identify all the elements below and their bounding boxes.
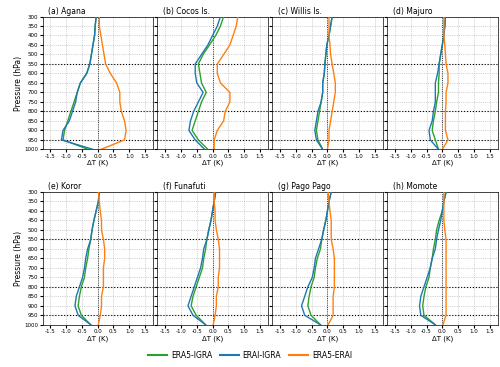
Text: (g) Pago Pago: (g) Pago Pago xyxy=(278,182,330,191)
Y-axis label: Pressure (hPa): Pressure (hPa) xyxy=(14,55,23,110)
Text: (f) Funafuti: (f) Funafuti xyxy=(163,182,206,191)
Text: (c) Willis Is.: (c) Willis Is. xyxy=(278,7,322,16)
X-axis label: ΔT (K): ΔT (K) xyxy=(202,335,223,342)
X-axis label: ΔT (K): ΔT (K) xyxy=(202,160,223,167)
X-axis label: ΔT (K): ΔT (K) xyxy=(317,335,338,342)
X-axis label: ΔT (K): ΔT (K) xyxy=(432,160,453,167)
Legend: ERA5-IGRA, ERAI-IGRA, ERA5-ERAI: ERA5-IGRA, ERAI-IGRA, ERA5-ERAI xyxy=(145,348,355,363)
Y-axis label: Pressure (hPa): Pressure (hPa) xyxy=(14,231,23,286)
X-axis label: ΔT (K): ΔT (K) xyxy=(317,160,338,167)
Text: (h) Momote: (h) Momote xyxy=(392,182,437,191)
Text: (d) Majuro: (d) Majuro xyxy=(392,7,432,16)
Text: (a) Agana: (a) Agana xyxy=(48,7,86,16)
X-axis label: ΔT (K): ΔT (K) xyxy=(87,160,108,167)
Text: (b) Cocos Is.: (b) Cocos Is. xyxy=(163,7,210,16)
X-axis label: ΔT (K): ΔT (K) xyxy=(87,335,108,342)
X-axis label: ΔT (K): ΔT (K) xyxy=(432,335,453,342)
Text: (e) Koror: (e) Koror xyxy=(48,182,82,191)
